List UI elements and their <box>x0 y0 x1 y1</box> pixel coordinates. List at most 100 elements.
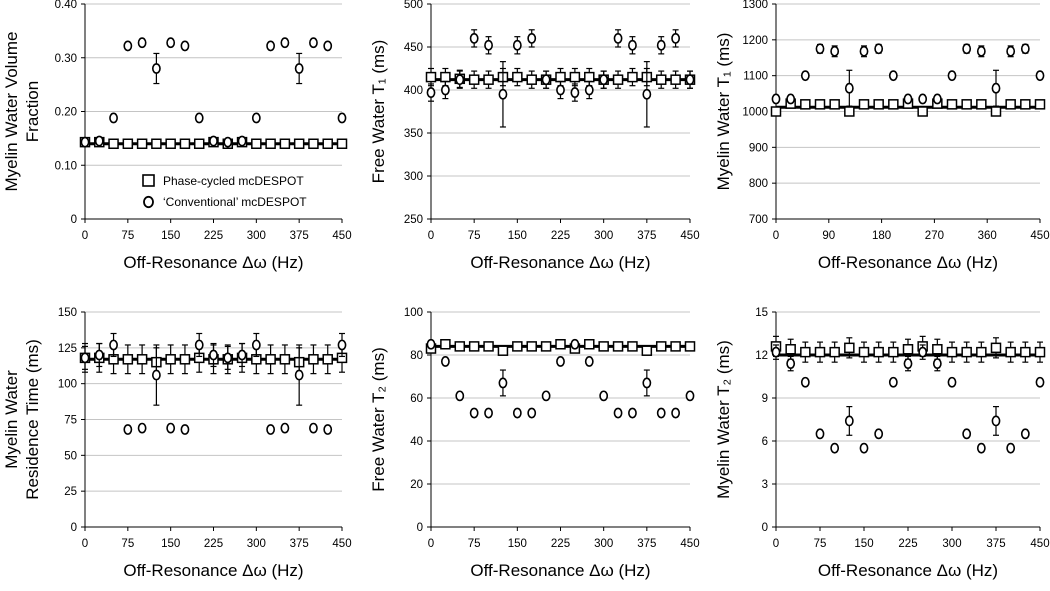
conventional-point <box>251 112 261 124</box>
conventional-point <box>771 346 781 358</box>
y-tick-label: 25 <box>64 486 77 498</box>
y-tick-label: 20 <box>410 479 423 491</box>
phase-cycled-point <box>512 341 523 352</box>
y-tick-label: 800 <box>749 178 768 190</box>
conventional-point <box>976 45 986 57</box>
conventional-point <box>932 93 942 105</box>
conventional-point <box>527 407 537 419</box>
phase-cycled-point <box>800 346 811 358</box>
y-axis-label: Myelin Water T₂ (ms) <box>714 340 733 499</box>
phase-cycled-point <box>888 346 899 358</box>
panel-1: 0 0.10 0.20 0.30 0.40 0 75 150 225 300 375 450 Off-R… <box>2 0 352 272</box>
conventional-point <box>151 63 161 74</box>
phase-cycled-point <box>497 345 509 356</box>
conventional-point <box>628 39 637 51</box>
conventional-point <box>947 376 957 388</box>
x-tick-label: 300 <box>247 230 266 242</box>
conventional-point <box>786 358 796 369</box>
conventional-point <box>426 87 436 98</box>
y-axis-label-line: Myelin Water T₁ (ms) <box>714 33 733 191</box>
conventional-point <box>1006 45 1016 57</box>
conventional-point <box>80 136 90 148</box>
y-tick-label: 50 <box>64 450 77 462</box>
conventional-point <box>844 415 854 427</box>
phase-cycled-point <box>322 354 333 365</box>
x-tick-label: 360 <box>978 230 997 242</box>
conventional-point <box>1006 442 1016 454</box>
conventional-point <box>1035 70 1045 82</box>
conventional-point <box>137 422 147 434</box>
conventional-point <box>309 422 318 434</box>
phase-cycled-point <box>785 344 796 355</box>
phase-cycled-point <box>279 138 291 149</box>
y-tick-label: 9 <box>762 393 768 405</box>
conventional-point <box>903 93 913 105</box>
conventional-point <box>323 424 333 435</box>
conventional-point <box>859 442 869 454</box>
conventional-point <box>484 39 493 51</box>
x-axis-label: Off-Resonance Δω (Hz) <box>123 253 303 272</box>
y-axis-label: Free Water T₁ (ms) <box>369 40 388 184</box>
phase-cycled-point <box>612 341 624 352</box>
conventional-point <box>947 70 957 82</box>
x-tick-label: 0 <box>773 230 779 242</box>
conventional-point <box>194 339 204 351</box>
phase-cycled-point <box>440 71 451 83</box>
phase-cycled-point <box>122 354 134 365</box>
x-tick-label: 450 <box>680 230 699 242</box>
conventional-point <box>323 40 333 52</box>
phase-cycled-point <box>800 99 811 110</box>
x-tick-label: 150 <box>161 538 180 550</box>
conventional-point <box>541 74 551 86</box>
x-tick-label: 90 <box>822 230 835 242</box>
conventional-point <box>991 82 1001 94</box>
x-tick-label: 375 <box>290 230 309 242</box>
legend-phase-cycled: Phase-cycled mcDESPOT <box>163 174 304 188</box>
conventional-point <box>771 93 781 105</box>
phase-cycled-point <box>598 341 609 352</box>
phase-cycled-point <box>814 99 826 110</box>
y-tick-label: 0 <box>417 522 423 534</box>
conventional-point <box>800 376 810 388</box>
phase-cycled-point <box>584 339 595 350</box>
phase-cycled-point <box>976 346 987 358</box>
phase-cycled-point <box>990 342 1002 354</box>
phase-cycled-point <box>976 99 987 110</box>
y-axis-label-line: Residence Time (ms) <box>23 339 42 500</box>
conventional-point <box>294 63 304 74</box>
conventional-point <box>903 358 913 369</box>
conventional-point <box>455 74 465 86</box>
x-tick-label: 0 <box>428 230 434 242</box>
x-tick-label: 0 <box>428 538 434 550</box>
y-tick-label: 350 <box>404 128 423 140</box>
conventional-point <box>266 40 276 52</box>
legend-conventional: ‘Conventional’ mcDESPOT <box>163 195 307 209</box>
phase-cycled-point <box>627 341 638 352</box>
phase-cycled-point <box>454 341 466 352</box>
phase-cycled-point <box>108 138 119 149</box>
x-tick-label: 225 <box>551 230 570 242</box>
conventional-point <box>541 390 551 402</box>
y-tick-label: 0 <box>71 214 77 226</box>
phase-cycled-point <box>946 99 958 110</box>
y-tick-label: 250 <box>404 214 423 226</box>
x-tick-label: 150 <box>508 230 527 242</box>
conventional-point <box>223 352 233 364</box>
phase-cycled-point <box>265 138 276 149</box>
conventional-point <box>80 352 90 364</box>
x-tick-label: 75 <box>121 538 134 550</box>
conventional-point <box>309 37 318 49</box>
x-tick-label: 450 <box>332 538 351 550</box>
y-axis-label-line: Myelin Water T₂ (ms) <box>714 340 733 499</box>
conventional-point <box>962 43 972 55</box>
y-tick-label: 300 <box>404 171 423 183</box>
y-tick-label: 6 <box>762 436 768 448</box>
x-tick-label: 0 <box>82 538 88 550</box>
phase-cycled-point <box>151 138 162 149</box>
y-axis-label-line: Myelin Water Volume <box>2 32 21 192</box>
phase-cycled-point <box>858 346 870 358</box>
y-tick-label: 12 <box>755 350 768 362</box>
phase-cycled-point <box>770 106 782 117</box>
x-tick-label: 450 <box>680 538 699 550</box>
